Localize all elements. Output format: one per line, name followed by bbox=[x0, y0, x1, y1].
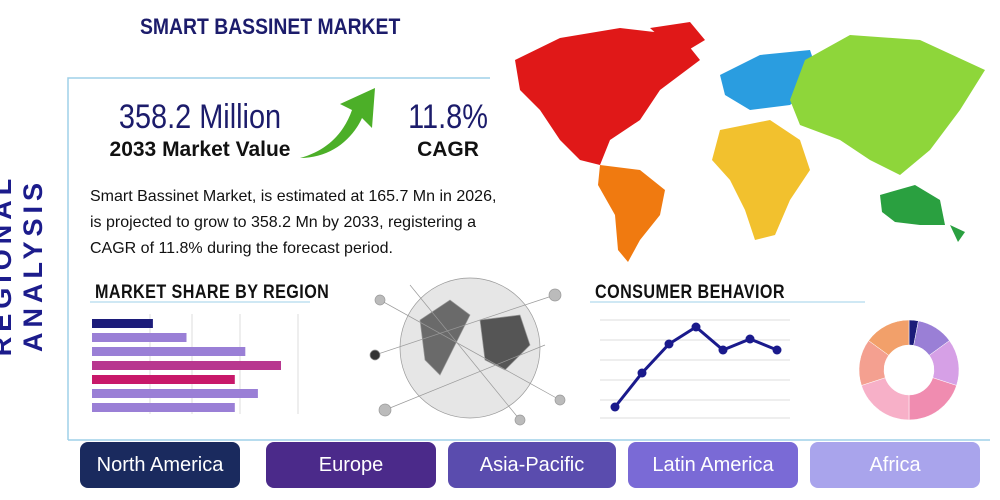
bar bbox=[92, 389, 258, 398]
section-title: MARKET SHARE BY REGION bbox=[95, 282, 330, 303]
region-button[interactable]: Europe bbox=[266, 442, 436, 488]
donut-segment bbox=[861, 377, 910, 421]
side-title: REGIONAL ANALYSIS bbox=[0, 173, 48, 357]
world-map bbox=[515, 22, 985, 262]
bar bbox=[92, 347, 246, 356]
region-button[interactable]: Latin America bbox=[628, 442, 798, 488]
bar bbox=[92, 403, 235, 412]
point bbox=[718, 345, 728, 355]
donut-segment bbox=[908, 377, 957, 421]
stat-value: 11.8% bbox=[408, 98, 488, 136]
stat-value: 358.2 Million bbox=[118, 98, 282, 136]
point bbox=[637, 368, 647, 378]
donut-segment bbox=[868, 319, 910, 356]
frame bbox=[67, 77, 490, 440]
description: Smart Bassinet Market, is estimated at 1… bbox=[90, 188, 497, 257]
growth-arrow bbox=[300, 88, 375, 158]
section-title: CONSUMER BEHAVIOR bbox=[595, 282, 785, 303]
region-button[interactable]: Asia-Pacific bbox=[448, 442, 616, 488]
line-grid bbox=[600, 319, 790, 419]
point bbox=[610, 402, 620, 412]
bar bbox=[92, 375, 235, 384]
point bbox=[745, 334, 755, 344]
title: SMART BASSINET MARKET bbox=[140, 14, 401, 39]
globe-illustration bbox=[369, 277, 566, 426]
stat-label: CAGR bbox=[417, 138, 479, 161]
bar bbox=[92, 361, 281, 370]
region-button[interactable]: North America bbox=[80, 442, 240, 488]
point bbox=[664, 339, 674, 349]
stat-label: 2033 Market Value bbox=[109, 138, 291, 161]
region-button[interactable]: Africa bbox=[810, 442, 980, 488]
bar bbox=[92, 319, 153, 328]
point bbox=[691, 322, 701, 332]
point bbox=[772, 345, 782, 355]
bar bbox=[92, 333, 187, 342]
